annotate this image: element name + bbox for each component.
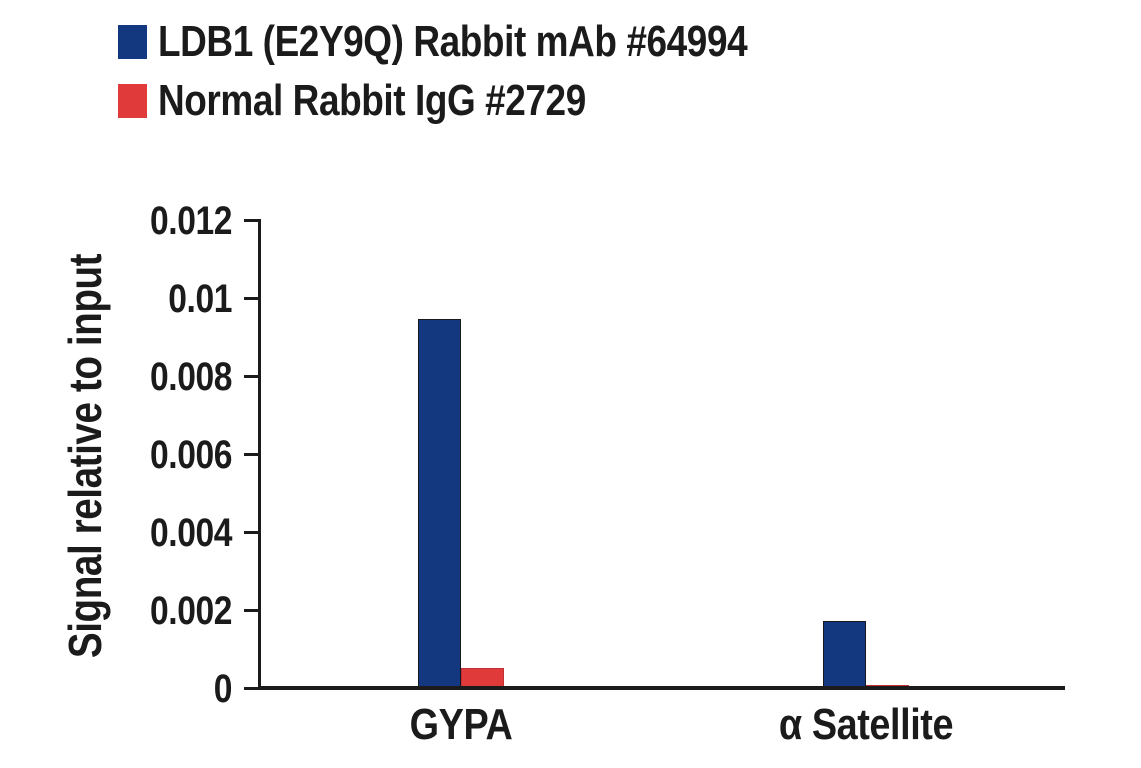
x-category-label: GYPA [409,700,513,749]
y-axis-tick-label: 0.004 [150,511,232,555]
legend-item-mab: LDB1 (E2Y9Q) Rabbit mAb #64994 [118,16,859,66]
y-axis-tick [244,531,261,534]
chart-bar [461,667,504,690]
chart-bar [823,620,866,690]
y-axis-tick-label: 0.01 [168,277,232,321]
legend-swatch-igg-icon [118,83,147,118]
y-axis-tick-label: 0.012 [150,199,232,243]
y-axis-tick-label: 0.002 [150,589,232,633]
y-axis-tick [244,609,261,612]
y-axis-tick [244,219,261,222]
y-axis-tick [244,687,261,690]
legend: LDB1 (E2Y9Q) Rabbit mAb #64994 Normal Ra… [118,16,859,125]
y-axis-tick-label: 0 [213,667,233,711]
y-axis-tick [244,297,261,300]
y-axis-tick [244,453,261,456]
y-axis-tick [244,375,261,378]
legend-label-mab: LDB1 (E2Y9Q) Rabbit mAb #64994 [158,16,748,66]
legend-label-igg: Normal Rabbit IgG #2729 [158,75,586,125]
chart-bar [418,318,461,690]
y-axis-tick-label: 0.006 [150,433,232,477]
legend-item-igg: Normal Rabbit IgG #2729 [118,75,859,125]
x-axis-line [258,686,1065,690]
y-axis-tick-label: 0.008 [150,355,232,399]
legend-swatch-mab-icon [118,24,147,59]
x-category-label: α Satellite [778,700,954,749]
